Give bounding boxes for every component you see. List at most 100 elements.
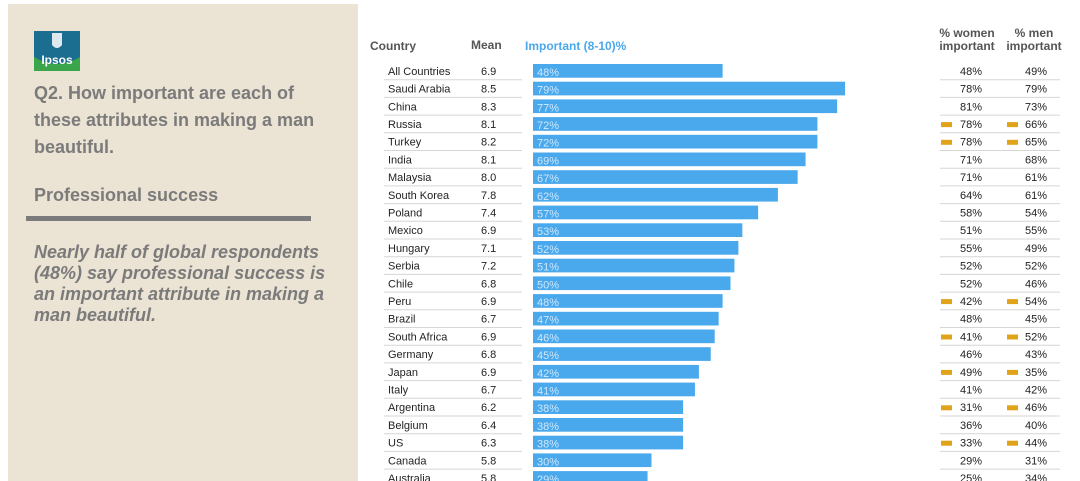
mean-value: 8.1 bbox=[481, 154, 496, 166]
bar-label: 67% bbox=[537, 173, 559, 185]
men-flag-marker bbox=[1007, 139, 1018, 145]
country-label: Serbia bbox=[388, 261, 421, 273]
question-text: Q2. How important are each of these attr… bbox=[34, 83, 315, 157]
country-label: Saudi Arabia bbox=[388, 84, 451, 96]
women-value: 33% bbox=[960, 438, 982, 450]
men-value: 52% bbox=[1025, 261, 1047, 273]
men-value: 46% bbox=[1025, 278, 1047, 290]
country-label: Italy bbox=[388, 384, 409, 396]
women-flag-marker bbox=[941, 440, 952, 446]
women-value: 52% bbox=[960, 278, 982, 290]
bar-label: 42% bbox=[537, 368, 559, 380]
men-value: 40% bbox=[1025, 420, 1047, 432]
header-important: Important (8-10)% bbox=[525, 39, 627, 53]
country-label: China bbox=[388, 101, 418, 113]
mean-value: 7.1 bbox=[481, 243, 496, 255]
mean-value: 5.8 bbox=[481, 473, 496, 481]
mean-value: 6.7 bbox=[481, 314, 496, 326]
mean-value: 8.0 bbox=[481, 172, 496, 184]
women-value: 64% bbox=[960, 190, 982, 202]
country-label: Argentina bbox=[388, 402, 436, 414]
mean-value: 6.9 bbox=[481, 66, 496, 78]
women-value: 55% bbox=[960, 243, 982, 255]
country-label: Canada bbox=[388, 455, 427, 467]
bar-label: 29% bbox=[537, 474, 559, 481]
bar bbox=[533, 329, 715, 344]
bar bbox=[533, 223, 743, 237]
women-value: 36% bbox=[960, 420, 982, 432]
bar-label: 69% bbox=[537, 155, 559, 167]
men-value: 61% bbox=[1025, 190, 1047, 202]
header-men-line1: % men bbox=[1015, 26, 1054, 40]
bar bbox=[533, 311, 719, 326]
bar bbox=[533, 276, 731, 291]
bar bbox=[533, 152, 806, 167]
bar bbox=[533, 134, 818, 149]
bar bbox=[533, 471, 648, 481]
mean-value: 8.1 bbox=[481, 119, 496, 131]
women-value: 29% bbox=[960, 455, 982, 467]
country-label: Mexico bbox=[388, 225, 423, 237]
chart: Country Mean Important (8-10)% % women i… bbox=[370, 26, 1062, 481]
country-label: Japan bbox=[388, 367, 418, 379]
bar bbox=[533, 418, 684, 432]
mean-value: 8.2 bbox=[481, 137, 496, 149]
bar bbox=[533, 435, 684, 450]
women-value: 78% bbox=[960, 119, 982, 131]
women-value: 71% bbox=[960, 154, 982, 166]
bar-label: 57% bbox=[537, 208, 559, 220]
women-value: 52% bbox=[960, 261, 982, 273]
men-value: 44% bbox=[1025, 438, 1047, 450]
mean-value: 6.8 bbox=[481, 278, 496, 290]
men-value: 68% bbox=[1025, 154, 1047, 166]
women-value: 48% bbox=[960, 314, 982, 326]
women-value: 41% bbox=[960, 331, 982, 343]
bar-label: 51% bbox=[537, 262, 559, 274]
women-flag-marker bbox=[941, 405, 952, 411]
bar bbox=[533, 170, 798, 184]
bar-label: 38% bbox=[537, 403, 559, 415]
men-value: 49% bbox=[1025, 243, 1047, 255]
country-label: Australia bbox=[388, 473, 432, 481]
country-label: Hungary bbox=[388, 243, 430, 255]
header-mean: Mean bbox=[471, 38, 502, 52]
men-flag-marker bbox=[1007, 405, 1018, 411]
country-label: Russia bbox=[388, 119, 423, 131]
women-value: 81% bbox=[960, 101, 982, 113]
country-label: All Countries bbox=[388, 66, 451, 78]
men-flag-marker bbox=[1007, 334, 1018, 340]
left-panel: Ipsos Q2. How important are each of thes… bbox=[8, 4, 358, 481]
bar-label: 79% bbox=[537, 85, 559, 97]
mean-value: 7.2 bbox=[481, 261, 496, 273]
bar bbox=[533, 400, 684, 414]
bar bbox=[533, 364, 699, 379]
country-label: Malaysia bbox=[388, 172, 432, 184]
header-men-line2: important bbox=[1006, 39, 1061, 53]
bar-label: 50% bbox=[537, 279, 559, 291]
men-value: 73% bbox=[1025, 101, 1047, 113]
men-value: 42% bbox=[1025, 384, 1047, 396]
men-value: 54% bbox=[1025, 296, 1047, 308]
men-value: 49% bbox=[1025, 66, 1047, 78]
header-women-line2: important bbox=[939, 39, 994, 53]
bar-label: 72% bbox=[537, 138, 559, 150]
women-value: 71% bbox=[960, 172, 982, 184]
mean-value: 6.9 bbox=[481, 296, 496, 308]
mean-value: 6.9 bbox=[481, 367, 496, 379]
mean-value: 7.8 bbox=[481, 190, 496, 202]
country-label: Poland bbox=[388, 207, 422, 219]
bar bbox=[533, 347, 711, 361]
bar-label: 46% bbox=[537, 332, 559, 344]
mean-value: 6.2 bbox=[481, 402, 496, 414]
country-label: South Africa bbox=[388, 331, 448, 343]
men-flag-marker bbox=[1007, 122, 1018, 128]
women-flag-marker bbox=[941, 122, 952, 128]
country-label: Chile bbox=[388, 278, 413, 290]
header-women-line1: % women bbox=[939, 26, 994, 40]
bar-label: 38% bbox=[537, 439, 559, 451]
women-value: 51% bbox=[960, 225, 982, 237]
mean-value: 8.5 bbox=[481, 84, 496, 96]
women-flag-marker bbox=[941, 139, 952, 145]
women-value: 58% bbox=[960, 207, 982, 219]
bar bbox=[533, 258, 735, 273]
